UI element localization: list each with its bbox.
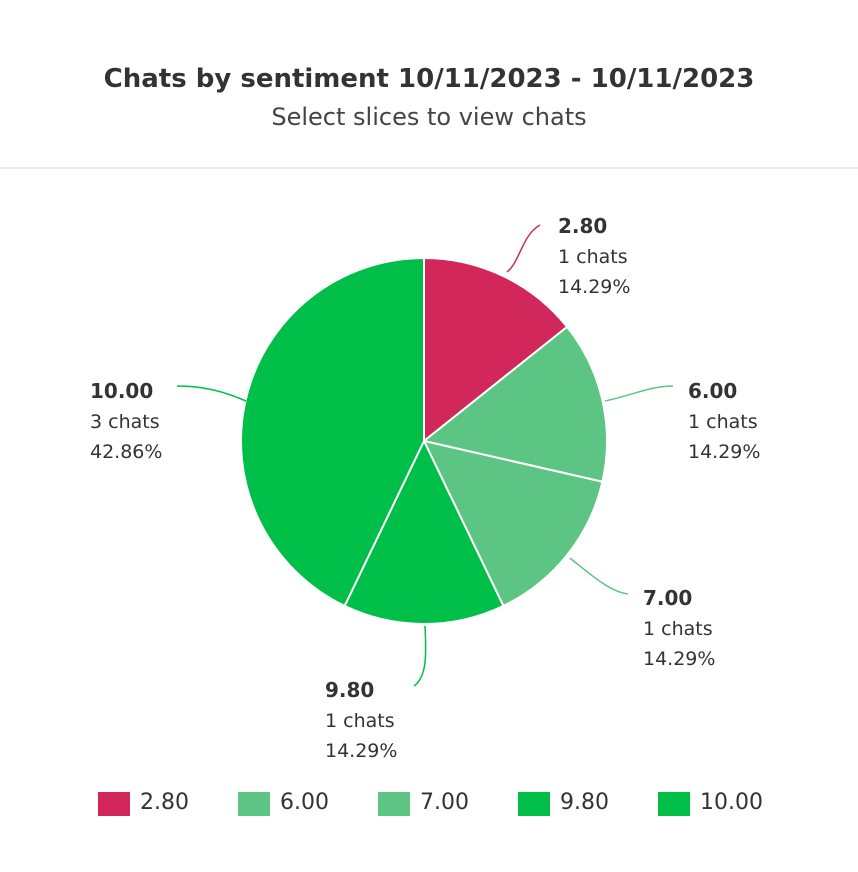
- data-label-count-7-00: 1 chats: [643, 618, 713, 640]
- chart-header: Chats by sentiment 10/11/2023 - 10/11/20…: [0, 0, 858, 169]
- data-label-percent-6-00: 14.29%: [688, 441, 760, 463]
- connector-9-80: [413, 625, 427, 687]
- slice-labels: 2.80 1 chats 14.29% 6.00 1 chats 14.29% 7.00 1 …: [90, 214, 760, 762]
- pie-slices: [240, 256, 608, 625]
- legend-item-9-80[interactable]: 9.80: [518, 786, 648, 826]
- data-label-value-9-80: 9.80: [325, 678, 374, 702]
- connector-10-00: [176, 385, 247, 402]
- pie-slice-2-80[interactable]: [423, 256, 569, 444]
- data-label-percent-7-00: 14.29%: [643, 648, 715, 670]
- legend-item-6-00[interactable]: 6.00: [238, 786, 368, 826]
- connector-7-00: [569, 557, 629, 595]
- data-label-count-10-00: 3 chats: [90, 411, 160, 433]
- data-label-count-6-00: 1 chats: [688, 411, 758, 433]
- connector-6-00: [604, 385, 674, 402]
- header-divider: [0, 167, 858, 169]
- legend-label: 7.00: [420, 790, 469, 815]
- legend-label: 9.80: [560, 790, 609, 815]
- legend-label: 2.80: [140, 790, 189, 815]
- chart-legend: 2.80 6.00 7.00 9.80 10.00: [0, 786, 858, 826]
- legend-swatch: [518, 792, 550, 816]
- legend-swatch: [238, 792, 270, 816]
- data-label-value-7-00: 7.00: [643, 586, 692, 610]
- chart-subtitle: Select slices to view chats: [271, 103, 587, 131]
- pie-slice-6-00[interactable]: [421, 325, 608, 483]
- data-label-percent-10-00: 42.86%: [90, 441, 162, 463]
- legend-label: 6.00: [280, 790, 329, 815]
- legend-item-2-80[interactable]: 2.80: [98, 786, 228, 826]
- legend-label: 10.00: [700, 790, 763, 815]
- data-label-percent-9-80: 14.29%: [325, 740, 397, 762]
- legend-item-7-00[interactable]: 7.00: [378, 786, 508, 826]
- data-label-count-9-80: 1 chats: [325, 710, 395, 732]
- data-label-count-2-80: 1 chats: [558, 246, 628, 268]
- pie-slice-7-00[interactable]: [422, 439, 604, 608]
- label-connectors: [176, 224, 674, 687]
- legend-swatch: [378, 792, 410, 816]
- data-label-value-10-00: 10.00: [90, 379, 153, 403]
- legend-swatch: [658, 792, 690, 816]
- legend-swatch: [98, 792, 130, 816]
- pie-slice-9-80[interactable]: [343, 438, 505, 625]
- data-label-percent-2-80: 14.29%: [558, 276, 630, 298]
- data-label-value-6-00: 6.00: [688, 379, 737, 403]
- connector-2-80: [506, 224, 541, 273]
- legend-item-10-00[interactable]: 10.00: [658, 786, 788, 826]
- chart-title: Chats by sentiment 10/11/2023 - 10/11/20…: [103, 64, 755, 94]
- data-label-value-2-80: 2.80: [558, 214, 607, 238]
